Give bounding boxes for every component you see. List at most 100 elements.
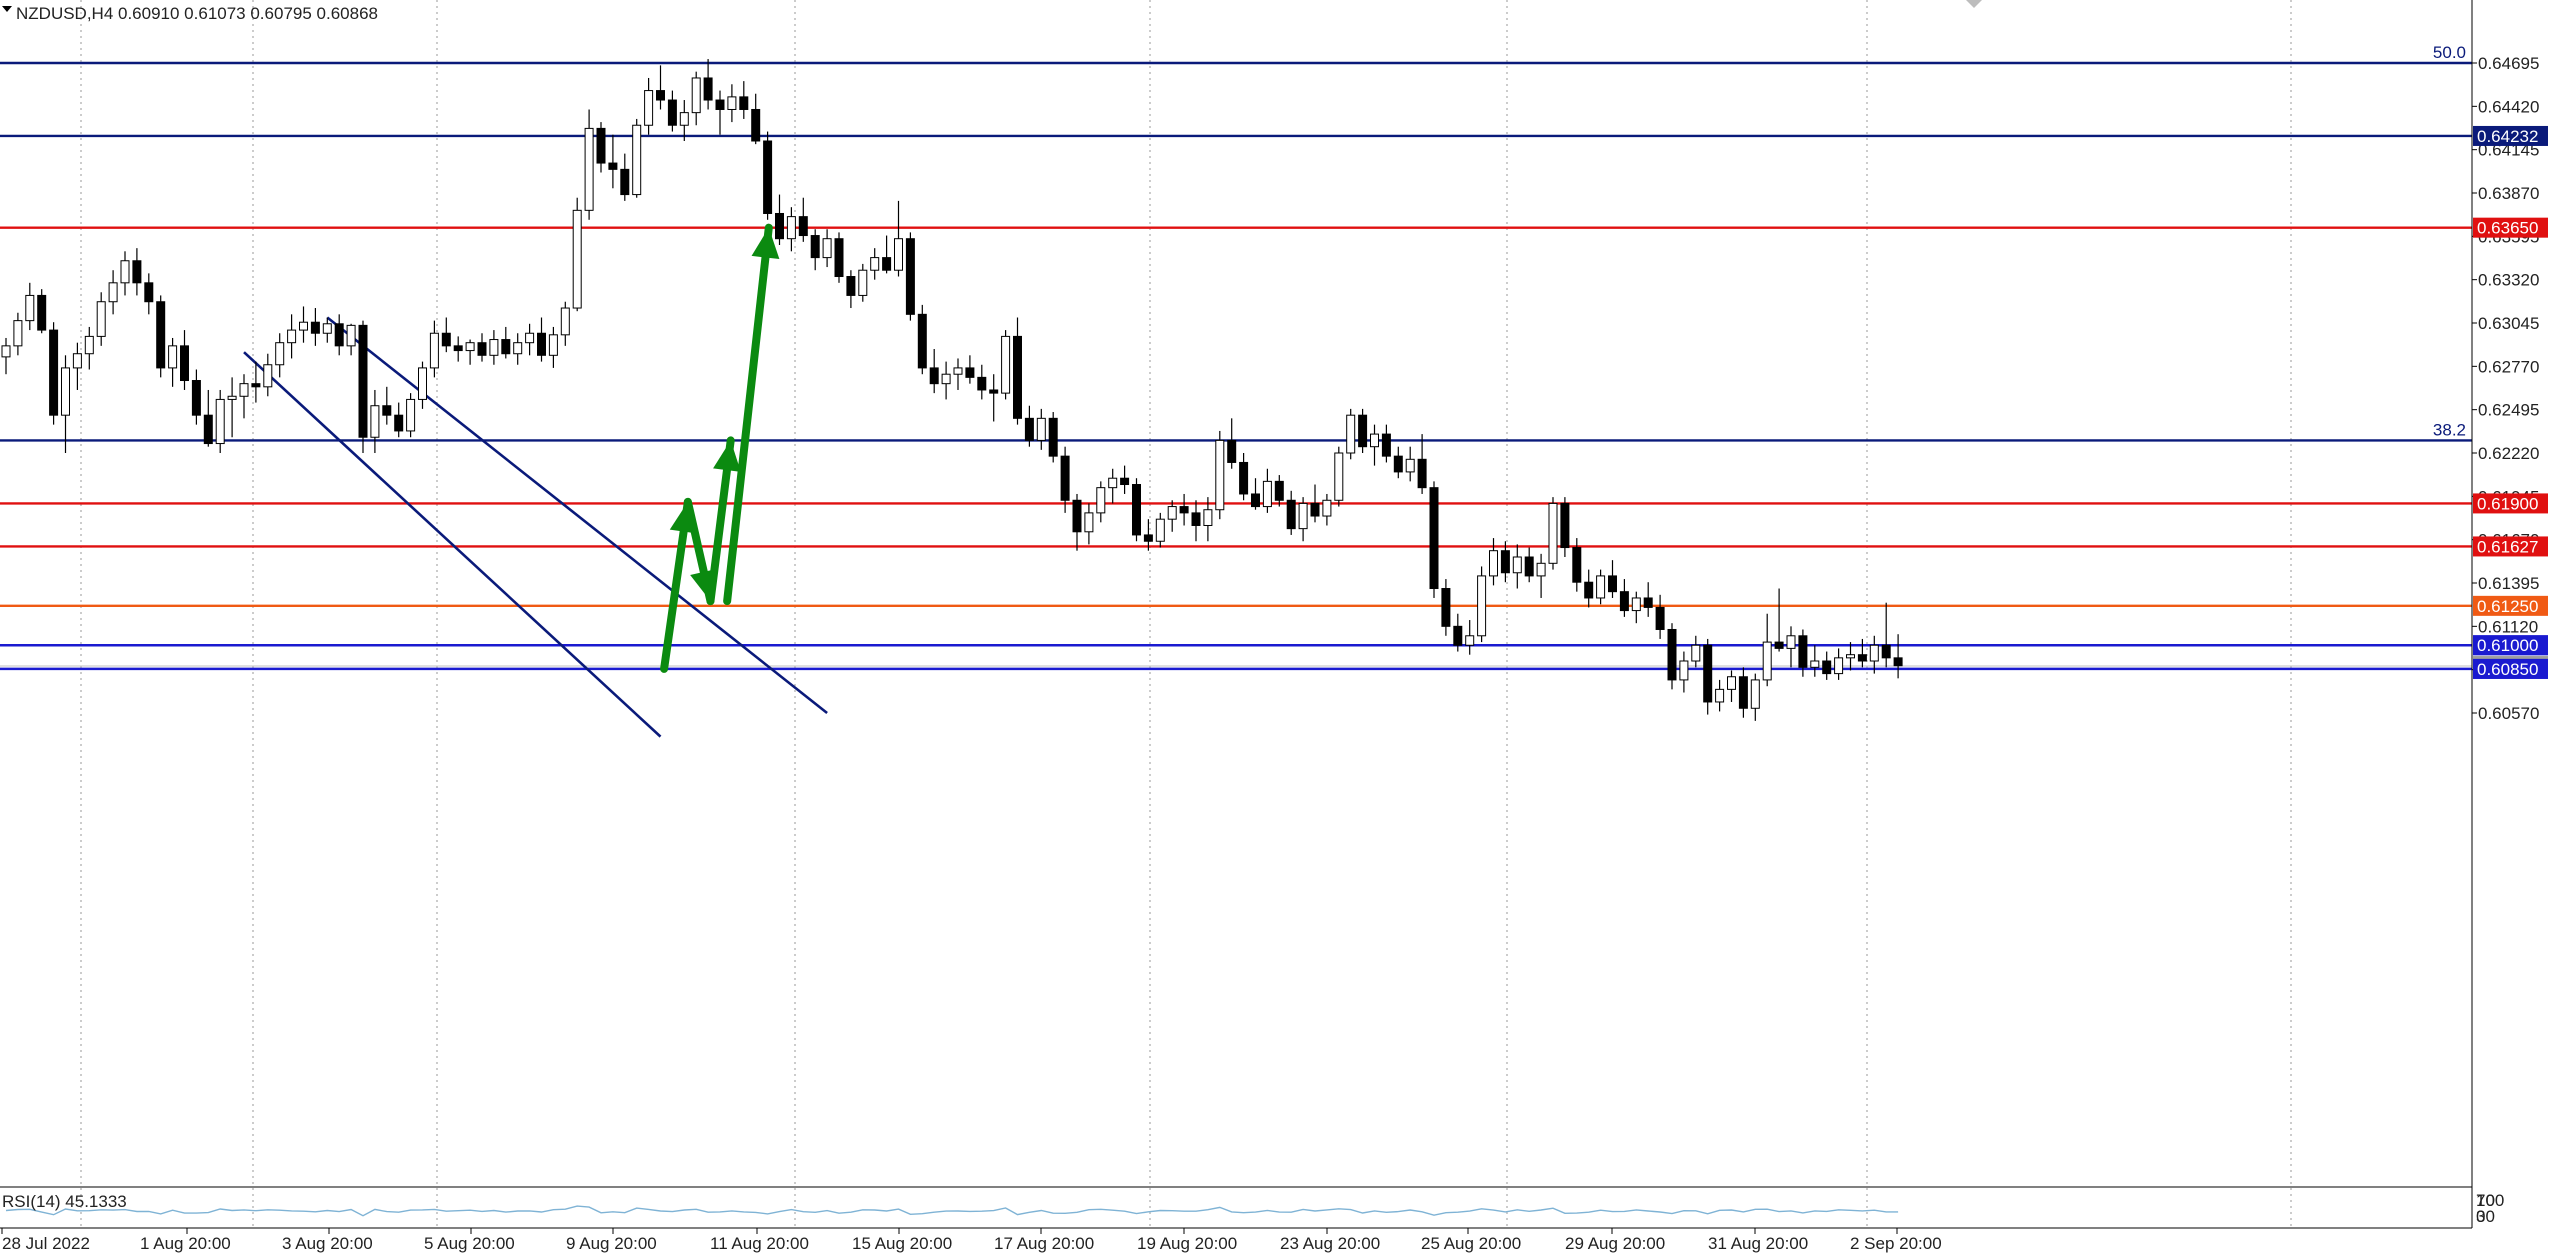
candle-55 (656, 90, 665, 101)
candle-52 (620, 168, 630, 196)
candle-96 (1143, 534, 1153, 542)
candle-38 (453, 345, 463, 352)
candle-28 (334, 323, 344, 347)
candle-4 (49, 329, 59, 416)
candles (1, 59, 1903, 721)
candle-108 (1286, 499, 1296, 530)
price-tick-label-8: 0.62495 (2478, 401, 2539, 420)
time-tick-label-8: 19 Aug 20:00 (1137, 1234, 1237, 1253)
candle-7 (84, 335, 94, 355)
candle-114 (1358, 414, 1368, 448)
level-badge-top-7 (2473, 635, 2548, 656)
level-badge-top-8 (2473, 658, 2548, 679)
candle-23 (275, 342, 285, 366)
candle-146 (1738, 676, 1748, 709)
price-tick-label-0: 0.64695 (2478, 54, 2539, 73)
rsi-tick-30: 30 (2476, 1207, 2495, 1226)
price-tick-label-15: 0.60570 (2478, 704, 2539, 723)
candle-145 (1727, 676, 1736, 690)
candle-139 (1655, 606, 1665, 630)
candle-87 (1036, 417, 1046, 441)
candle-37 (441, 332, 451, 347)
vertical-grid (80, 0, 2292, 1228)
level-badge-text-6: 0.61250 (2477, 597, 2538, 616)
projection-arrow-2-head (713, 440, 741, 472)
channel-upper[interactable] (326, 316, 828, 715)
candle-141 (1679, 660, 1689, 681)
candle-134 (1596, 575, 1606, 599)
candle-6 (72, 353, 82, 369)
candle-15 (180, 345, 189, 382)
candle-21 (251, 383, 261, 388)
level-badge-5 (2473, 536, 2548, 557)
candle-131 (1560, 502, 1570, 549)
candle-93 (1108, 477, 1118, 489)
candle-126 (1500, 550, 1510, 574)
price-tick-label-3: 0.63870 (2478, 184, 2539, 203)
candle-143 (1703, 644, 1713, 703)
candle-39 (465, 342, 475, 352)
candle-147 (1750, 679, 1760, 709)
price-tick-label-13: 0.61120 (2478, 617, 2538, 636)
candle-123 (1465, 635, 1475, 646)
candle-47 (560, 307, 570, 336)
candle-49 (584, 127, 594, 211)
candle-81 (965, 367, 975, 378)
horizontal-levels: 50.0 38.2 (0, 43, 2472, 671)
candle-105 (1251, 493, 1260, 508)
time-tick-label-12: 31 Aug 20:00 (1708, 1234, 1808, 1253)
candle-27 (322, 323, 332, 334)
scroll-marker-icon[interactable] (1966, 0, 1982, 8)
candle-54 (644, 90, 654, 126)
candle-25 (299, 321, 308, 331)
level-badge-6 (2473, 595, 2548, 616)
time-tick-label-2: 3 Aug 20:00 (282, 1234, 373, 1253)
candle-0 (1, 345, 11, 358)
candle-103 (1227, 439, 1237, 463)
candle-130 (1548, 502, 1558, 564)
candle-17 (203, 414, 213, 445)
candle-68 (810, 235, 820, 259)
candle-51 (608, 162, 618, 170)
candle-2 (25, 294, 35, 322)
candle-121 (1441, 588, 1451, 627)
candle-89 (1060, 455, 1070, 501)
candle-132 (1572, 547, 1582, 583)
channel-lower[interactable] (243, 351, 662, 738)
candle-58 (691, 77, 701, 114)
candle-127 (1512, 556, 1522, 574)
candle-95 (1132, 484, 1141, 536)
candle-112 (1334, 452, 1344, 501)
fibo-label-3: 38.2 (2433, 420, 2466, 439)
time-tick-label-11: 29 Aug 20:00 (1565, 1234, 1665, 1253)
price-tick-label-5: 0.63320 (2478, 271, 2539, 290)
candle-106 (1262, 480, 1272, 508)
level-badge-1 (2473, 125, 2548, 146)
price-tick-label-6: 0.63045 (2478, 314, 2539, 333)
candle-44 (525, 332, 535, 344)
candle-45 (537, 332, 546, 356)
candle-57 (679, 112, 689, 126)
candle-53 (632, 124, 642, 196)
candle-155 (1846, 654, 1855, 659)
symbol-menu-icon[interactable] (2, 6, 12, 12)
time-tick-label-6: 15 Aug 20:00 (852, 1234, 952, 1253)
candle-98 (1167, 506, 1177, 520)
projection-arrow-main[interactable] (723, 223, 773, 606)
candle-30 (358, 324, 368, 438)
candle-18 (215, 398, 225, 445)
candle-119 (1417, 458, 1427, 489)
candle-133 (1584, 581, 1594, 599)
candle-34 (406, 398, 416, 432)
candle-113 (1346, 414, 1356, 454)
candle-157 (1869, 644, 1879, 662)
candle-60 (715, 99, 725, 110)
level-badge-top-text-7: 0.61000 (2477, 636, 2538, 655)
candle-120 (1429, 487, 1439, 590)
candle-46 (548, 334, 558, 356)
candle-5 (61, 367, 70, 416)
candle-125 (1489, 550, 1498, 577)
